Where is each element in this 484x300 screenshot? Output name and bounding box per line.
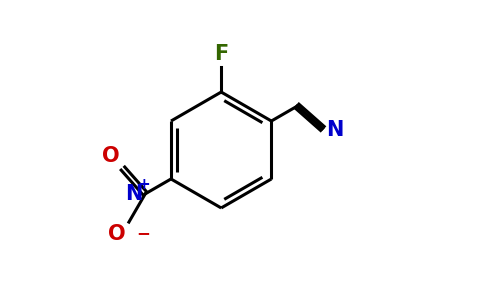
- Text: −: −: [136, 224, 150, 242]
- Text: F: F: [214, 44, 228, 64]
- Text: +: +: [137, 177, 150, 192]
- Text: O: O: [108, 224, 125, 244]
- Text: N: N: [125, 184, 142, 204]
- Text: N: N: [326, 120, 343, 140]
- Text: O: O: [102, 146, 120, 166]
